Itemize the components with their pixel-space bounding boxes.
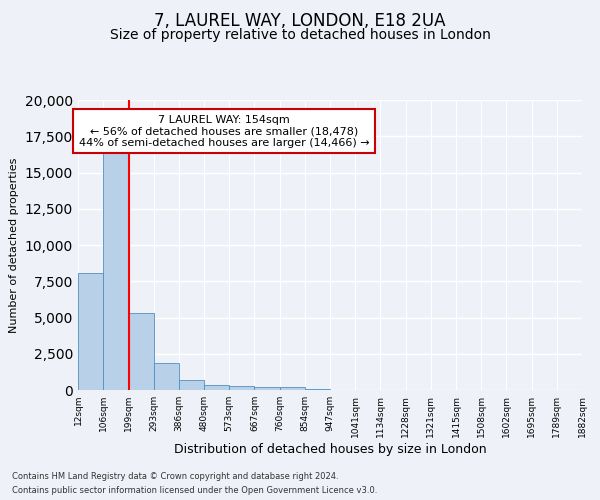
Text: Size of property relative to detached houses in London: Size of property relative to detached ho…: [110, 28, 490, 42]
Bar: [154, 363, 179, 390]
Bar: [103, 151, 128, 390]
Y-axis label: Number of detached properties: Number of detached properties: [10, 158, 19, 332]
Bar: [179, 380, 204, 390]
Bar: [280, 387, 305, 390]
Bar: [229, 386, 254, 390]
Bar: [128, 313, 154, 390]
Text: Contains public sector information licensed under the Open Government Licence v3: Contains public sector information licen…: [12, 486, 377, 495]
X-axis label: Distribution of detached houses by size in London: Distribution of detached houses by size …: [173, 442, 487, 456]
Text: Contains HM Land Registry data © Crown copyright and database right 2024.: Contains HM Land Registry data © Crown c…: [12, 472, 338, 481]
Text: 7 LAUREL WAY: 154sqm
← 56% of detached houses are smaller (18,478)
44% of semi-d: 7 LAUREL WAY: 154sqm ← 56% of detached h…: [79, 114, 370, 148]
Bar: [78, 272, 103, 390]
Bar: [254, 387, 280, 390]
Bar: [204, 385, 229, 390]
Text: 7, LAUREL WAY, LONDON, E18 2UA: 7, LAUREL WAY, LONDON, E18 2UA: [154, 12, 446, 30]
